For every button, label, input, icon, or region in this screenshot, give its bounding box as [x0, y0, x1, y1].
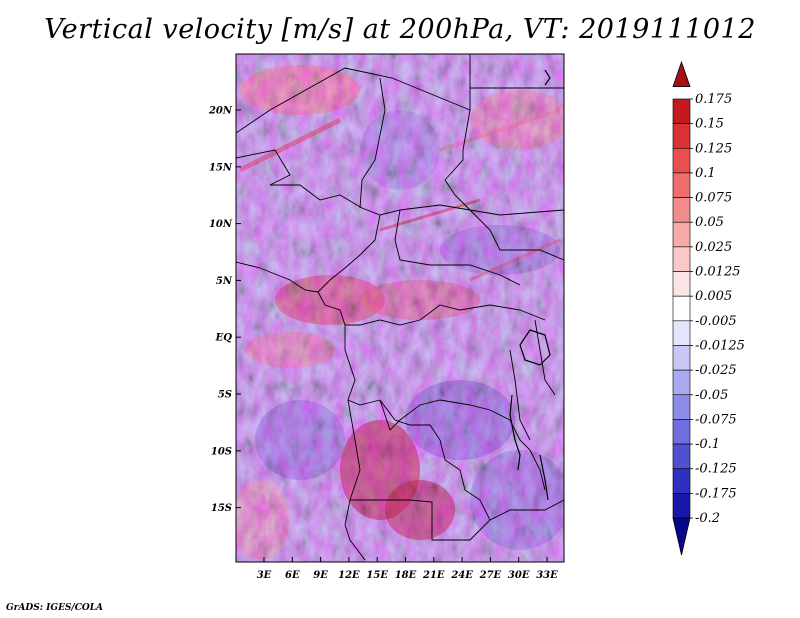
lon-label: 6E [285, 570, 300, 581]
colorbar-band [672, 419, 691, 445]
colorbar-band [672, 468, 691, 494]
latitude-axis: 20N 15N 10N 5N EQ 5S 10S 15S [208, 106, 241, 514]
colorbar-label: 0.025 [695, 240, 732, 255]
colorbar-label: -0.2 [695, 511, 720, 526]
colorbar-band [672, 320, 691, 346]
lon-label: 21E [422, 570, 445, 581]
colorbar-label: 0.005 [695, 289, 732, 304]
colorbar-band [672, 493, 691, 519]
colorbar-band [672, 147, 691, 174]
colorbar-band [672, 443, 691, 470]
lon-label: 24E [450, 570, 473, 581]
colorbar-band [672, 98, 691, 124]
lon-label: 33E [536, 570, 558, 581]
lon-label: 3E [257, 570, 272, 581]
chart-title: Vertical velocity [m/s] at 200hPa, VT: 2… [44, 14, 756, 45]
colorbar-band [672, 271, 691, 297]
country-borders [236, 54, 564, 561]
velocity-field [236, 54, 564, 562]
colorbar-label: 0.075 [695, 191, 732, 206]
lon-label: 30E [508, 570, 530, 581]
lon-label: 27E [479, 570, 502, 581]
colorbar-bottom-arrow [672, 517, 691, 556]
colorbar-label: -0.125 [695, 462, 737, 477]
colorbar-label: 0.05 [695, 215, 724, 230]
colorbar-label: -0.005 [695, 314, 737, 329]
lake-outlines [509, 69, 551, 501]
colorbar-band [672, 197, 691, 223]
lat-label: EQ [215, 333, 233, 344]
lon-label: 15E [366, 570, 388, 581]
colorbar-label: -0.0125 [695, 338, 745, 353]
lat-label: 10S [211, 446, 232, 457]
colorbar-label: -0.175 [695, 486, 737, 501]
colorbar-band [672, 123, 691, 149]
colorbar-label: 0.125 [695, 141, 732, 156]
lon-label: 9E [313, 570, 328, 581]
colorbar-label: 0.175 [695, 92, 732, 107]
lat-label: 5S [218, 390, 232, 401]
colorbar-label: -0.1 [695, 437, 720, 452]
colorbar-band [672, 246, 691, 272]
map-frame [235, 53, 565, 563]
colorbar-label: -0.025 [695, 363, 737, 378]
colorbar-band [672, 221, 691, 248]
colorbar-label: -0.05 [695, 388, 728, 403]
lat-label: 20N [208, 106, 233, 117]
colorbar-band [672, 394, 691, 420]
colorbar-band [672, 172, 691, 198]
grads-credit: GrADS: IGES/COLA [6, 603, 104, 613]
colorbar: 0.175 0.15 0.125 0.1 0.075 0.05 0.025 0.0125 0.0… [672, 60, 745, 556]
lat-label: 15S [211, 503, 232, 514]
lat-label: 10N [209, 219, 233, 230]
colorbar-label: 0.0125 [695, 265, 741, 280]
colorbar-top-arrow [672, 60, 691, 88]
lon-label: 18E [395, 570, 417, 581]
lon-label: 12E [338, 570, 360, 581]
colorbar-label: 0.1 [695, 166, 716, 181]
lat-label: 15N [209, 162, 233, 173]
longitude-axis: 3E 6E 9E 12E 15E 18E 21E 24E 27E 30E 33E [257, 557, 558, 581]
colorbar-band [672, 369, 691, 396]
colorbar-band [672, 345, 691, 371]
colorbar-label: 0.15 [695, 117, 724, 132]
lat-label: 5N [216, 276, 233, 287]
colorbar-label: -0.075 [695, 412, 737, 427]
colorbar-band [672, 295, 691, 322]
